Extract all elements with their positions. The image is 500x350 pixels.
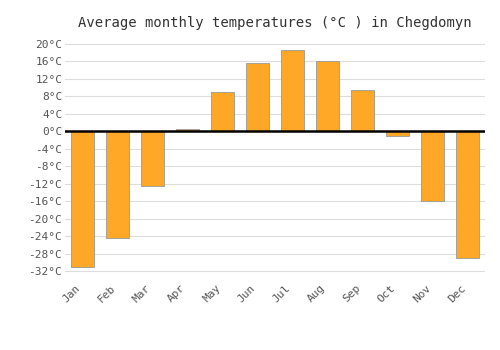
Title: Average monthly temperatures (°C ) in Chegdomyn: Average monthly temperatures (°C ) in Ch…	[78, 16, 472, 30]
Bar	[211, 92, 234, 131]
Bar	[456, 131, 479, 258]
Bar	[281, 50, 304, 131]
Bar	[246, 63, 269, 131]
Bar	[386, 131, 409, 135]
Bar	[71, 131, 94, 267]
Bar	[351, 90, 374, 131]
Bar	[421, 131, 444, 201]
Bar	[176, 129, 199, 131]
Bar	[316, 61, 339, 131]
Bar	[141, 131, 164, 186]
Bar	[106, 131, 129, 238]
